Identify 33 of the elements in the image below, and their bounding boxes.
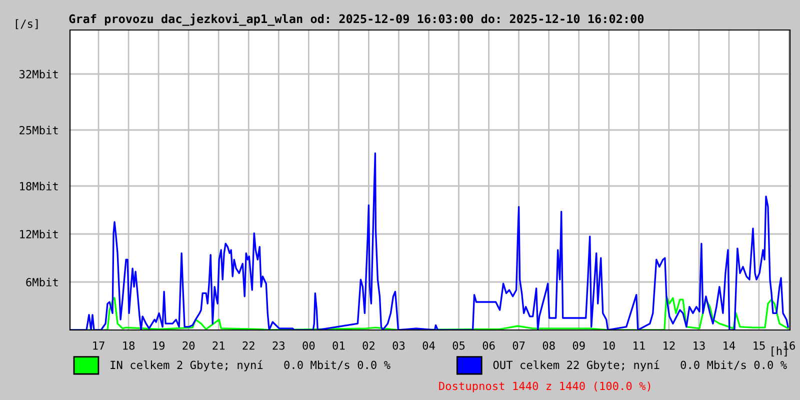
x-tick-label: 00	[302, 341, 315, 350]
x-tick-label: 11	[634, 342, 645, 350]
x-tick-label: 19	[153, 341, 164, 350]
legend-label: IN celkem 2 Gbyte; nyní 0.0 Mbit/s 0.0 %	[110, 360, 390, 372]
x-tick-label: 12	[664, 341, 675, 350]
x-tick-label: 14	[724, 342, 736, 350]
x-tick-label: 10	[604, 341, 615, 350]
x-tick-label: 21	[212, 341, 225, 350]
x-tick-label: 18	[123, 341, 135, 350]
y-tick-label: 32Mbit	[19, 70, 58, 78]
y-tick-label: 12Mbit	[20, 230, 58, 238]
y-tick-label: 6Mbit	[26, 278, 58, 286]
x-tick-label: 07	[512, 341, 525, 350]
x-tick-label: 08	[542, 341, 555, 350]
chart-title: Graf provozu dac_jezkovi_ap1_wlan od: 2025-12-09 16:03:00 do: 2025-12-10 16:02:00	[69, 13, 644, 26]
x-tick-label: 04	[422, 341, 435, 350]
x-tick-label: 20	[182, 341, 195, 350]
x-tick-label: 06	[482, 341, 495, 350]
x-tick-label: 23	[272, 341, 284, 350]
x-tick-label: 02	[362, 341, 374, 350]
x-tick-label: 01	[332, 341, 345, 350]
x-tick-label: 13	[694, 341, 705, 350]
x-tick-label: 09	[572, 341, 585, 350]
x-tick-label: 15	[754, 342, 765, 350]
y-tick-label: 18Mbit	[20, 182, 58, 190]
x-tick-label: 22	[242, 341, 254, 350]
x-tick-label: 05	[452, 341, 465, 350]
text: Dostupnost 1440 z 1440 (100.0 %)	[439, 382, 650, 392]
y-tick-label: 25Mbit	[20, 126, 58, 134]
x-tick-label: 03	[392, 341, 405, 350]
legend-label: OUT celkem 22 Gbyte; nyní 0.0 Mbit/s 0.0 %	[493, 360, 787, 372]
x-tick-label: 17	[93, 342, 104, 350]
y-axis-title: [/s]	[16, 19, 38, 30]
